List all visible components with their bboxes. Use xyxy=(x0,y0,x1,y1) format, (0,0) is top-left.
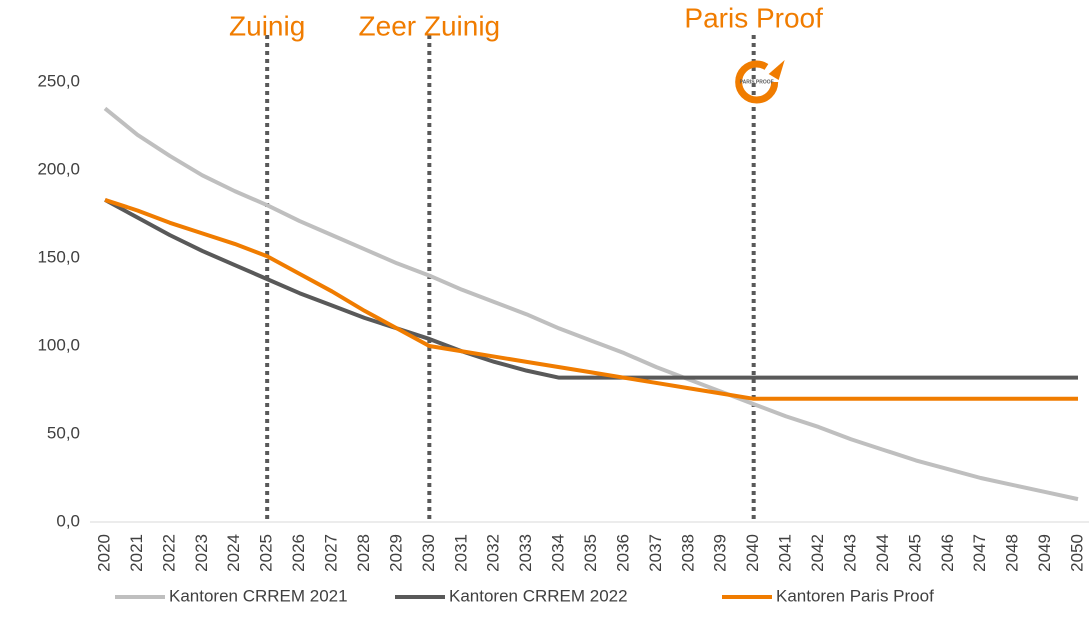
x-tick-label: 2020 xyxy=(94,534,113,572)
x-tick-label: 2040 xyxy=(743,534,762,572)
y-tick-label: 100,0 xyxy=(37,335,80,354)
x-tick-label: 2050 xyxy=(1067,534,1086,572)
annotation-label: Zuinig xyxy=(229,10,305,41)
x-tick-label: 2027 xyxy=(322,534,341,572)
x-tick-label: 2035 xyxy=(581,534,600,572)
legend-label: Kantoren CRREM 2021 xyxy=(169,586,348,605)
x-tick-label: 2043 xyxy=(840,534,859,572)
x-tick-label: 2026 xyxy=(289,534,308,572)
y-tick-label: 250,0 xyxy=(37,71,80,90)
series-line xyxy=(104,198,1078,380)
x-tick-label: 2049 xyxy=(1035,534,1054,572)
y-tick-label: 200,0 xyxy=(37,159,80,178)
x-tick-label: 2031 xyxy=(451,534,470,572)
x-tick-label: 2048 xyxy=(1003,534,1022,572)
x-tick-label: 2033 xyxy=(516,534,535,572)
x-tick-label: 2045 xyxy=(905,534,924,572)
x-tick-label: 2036 xyxy=(613,534,632,572)
x-tick-label: 2044 xyxy=(873,534,892,572)
logo-arrow xyxy=(768,60,785,80)
annotation-label: Zeer Zuinig xyxy=(359,10,501,41)
x-tick-label: 2030 xyxy=(419,534,438,572)
x-tick-label: 2042 xyxy=(808,534,827,572)
logo-ring xyxy=(735,60,779,104)
x-tick-label: 2039 xyxy=(711,534,730,572)
x-tick-label: 2022 xyxy=(159,534,178,572)
x-tick-label: 2028 xyxy=(354,534,373,572)
series-line xyxy=(104,198,1078,401)
x-tick-label: 2037 xyxy=(646,534,665,572)
x-tick-label: 2032 xyxy=(484,534,503,572)
series-line xyxy=(103,106,1079,502)
x-tick-label: 2038 xyxy=(678,534,697,572)
x-tick-label: 2047 xyxy=(970,534,989,572)
x-tick-label: 2046 xyxy=(938,534,957,572)
logo-text: PARIS PROOF xyxy=(740,79,774,85)
x-tick-label: 2024 xyxy=(224,534,243,572)
annotation-label: Paris Proof xyxy=(684,2,823,33)
x-tick-label: 2034 xyxy=(549,534,568,572)
x-tick-label: 2021 xyxy=(127,534,146,572)
x-tick-label: 2025 xyxy=(257,534,276,572)
x-tick-label: 2041 xyxy=(776,534,795,572)
y-tick-label: 150,0 xyxy=(37,247,80,266)
legend-label: Kantoren Paris Proof xyxy=(776,586,934,605)
y-tick-label: 50,0 xyxy=(47,423,80,442)
legend-label: Kantoren CRREM 2022 xyxy=(449,586,628,605)
x-tick-label: 2029 xyxy=(386,534,405,572)
y-tick-label: 0,0 xyxy=(56,511,80,530)
x-tick-label: 2023 xyxy=(192,534,211,572)
